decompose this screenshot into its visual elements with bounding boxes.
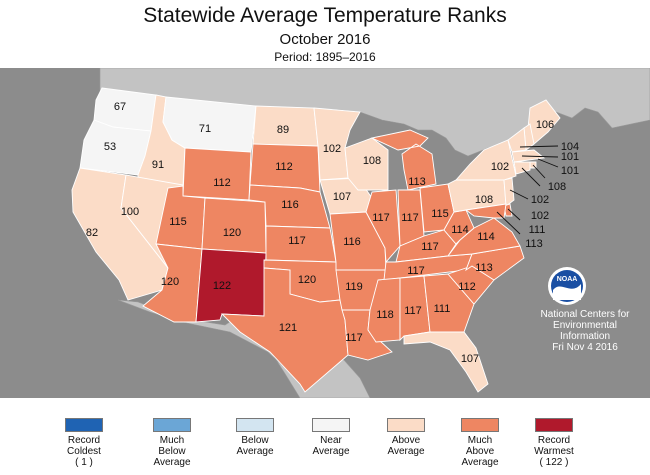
rank-OK: 120	[298, 274, 316, 286]
state-MI	[370, 129, 437, 191]
state-CO	[201, 197, 267, 254]
legend-label: Much Above Average	[461, 435, 499, 468]
callout-lines	[496, 145, 559, 235]
legend-record-coldest: Record Coldest( 1 )	[46, 418, 122, 468]
rank-MN: 102	[323, 143, 341, 155]
legend-label: Record Coldest( 1 )	[67, 435, 101, 468]
rank-AR: 119	[345, 281, 363, 293]
rank-WA: 67	[114, 101, 126, 113]
rank-MO: 116	[343, 236, 361, 248]
rank-KY: 117	[421, 241, 439, 253]
rank-VA: 114	[477, 231, 495, 243]
rank-NJ: 102	[531, 210, 549, 222]
state-GA	[423, 273, 475, 333]
rank-NH: 104	[561, 141, 579, 153]
state-MD	[464, 203, 507, 219]
rank-NC: 113	[475, 262, 493, 274]
noaa-logo-icon: NOAA	[548, 267, 586, 305]
rank-MD: 113	[525, 238, 543, 250]
legend-swatch	[535, 418, 573, 432]
rank-IL: 117	[372, 212, 390, 224]
state-WY	[182, 147, 252, 201]
legend-above: Above Average	[368, 418, 444, 457]
legend-label: Below Average	[236, 435, 274, 457]
legend-below: Below Average	[217, 418, 293, 457]
rank-FL: 107	[461, 353, 479, 365]
rank-SD: 112	[275, 161, 293, 173]
rank-ND: 89	[277, 124, 289, 136]
state-NJ	[503, 177, 515, 207]
rank-GA: 111	[434, 303, 451, 315]
legend-label: Much Below Average	[153, 435, 191, 468]
rank-VT: 101	[561, 151, 579, 163]
rank-NM: 122	[213, 280, 231, 292]
rank-AZ: 120	[161, 276, 179, 288]
rank-WV: 114	[451, 224, 469, 236]
legend-swatch	[65, 418, 103, 432]
credit-line: Fri Nov 4 2016	[552, 342, 618, 353]
rank-labels: 67 53 82 91 100 71 112 115 120 120 122 8…	[86, 101, 579, 365]
legend-label: Above Average	[387, 435, 425, 457]
state-VT	[507, 127, 527, 153]
rank-TX: 121	[279, 322, 297, 334]
rank-CT: 102	[531, 194, 549, 206]
rank-WI: 108	[363, 155, 381, 167]
legend-near: Near Average	[293, 418, 369, 457]
rank-KS: 117	[288, 235, 306, 247]
rank-AL: 117	[404, 305, 422, 317]
rank-MT: 71	[199, 123, 211, 135]
rank-PA: 108	[475, 194, 493, 206]
legend-record-warmest: Record Warmest( 122 )	[516, 418, 592, 468]
rank-SC: 112	[458, 281, 476, 293]
legend-much-above: Much Above Average	[442, 418, 518, 468]
states-layer	[71, 87, 561, 393]
rank-WY: 112	[213, 177, 231, 189]
legend-swatch	[153, 418, 191, 432]
legend-swatch	[461, 418, 499, 432]
rank-RI: 108	[548, 181, 566, 193]
credit-line: Environmental	[553, 320, 617, 331]
legend-label: Record Warmest( 122 )	[534, 435, 574, 468]
rank-NY: 102	[491, 161, 509, 173]
rank-NE: 116	[281, 199, 299, 211]
legend-label: Near Average	[312, 435, 350, 457]
rank-MI: 113	[408, 176, 426, 188]
legend-swatch	[387, 418, 425, 432]
noaa-logo-text: NOAA	[557, 276, 578, 283]
header: Statewide Average Temperature Ranks Octo…	[0, 0, 650, 68]
rank-OR: 53	[104, 141, 116, 153]
ncei-credit: National Centers for Environmental Infor…	[520, 309, 650, 353]
rank-UT: 115	[169, 216, 187, 228]
map-subtitle: October 2016	[279, 31, 371, 48]
rank-ME: 106	[536, 119, 554, 131]
rank-LA: 117	[345, 332, 363, 344]
legend-much-below: Much Below Average	[134, 418, 210, 468]
credit-line: National Centers for	[540, 309, 630, 320]
rank-MS: 118	[376, 309, 394, 321]
rank-IA: 107	[333, 191, 351, 203]
rank-IN: 117	[401, 212, 419, 224]
rank-ID: 91	[152, 159, 164, 171]
state-FL	[403, 331, 489, 393]
us-temperature-map: 67 53 82 91 100 71 112 115 120 120 122 8…	[0, 68, 650, 398]
map-period: Period: 1895–2016	[274, 50, 376, 64]
credit-line: Information	[559, 331, 611, 342]
rank-DE: 111	[529, 224, 546, 236]
legend-swatch	[236, 418, 274, 432]
state-TX	[220, 267, 349, 393]
rank-TN: 117	[407, 265, 425, 277]
rank-MA: 101	[561, 165, 579, 177]
rank-OH: 115	[431, 208, 449, 220]
rank-CO: 120	[223, 227, 241, 239]
legend-swatch	[312, 418, 350, 432]
legend: Record Coldest( 1 ) Much Below Average Belo…	[0, 400, 650, 475]
rank-NV: 100	[121, 206, 139, 218]
rank-CA: 82	[86, 227, 98, 239]
map-title: Statewide Average Temperature Ranks	[143, 4, 507, 27]
